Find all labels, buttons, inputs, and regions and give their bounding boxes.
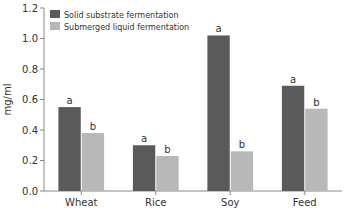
bar — [156, 156, 178, 191]
x-tick — [81, 191, 82, 195]
y-tick — [40, 99, 44, 100]
x-tick-label: Wheat — [65, 197, 98, 208]
x-tick — [155, 191, 156, 195]
x-tick — [304, 191, 305, 195]
legend-swatch — [50, 22, 60, 30]
y-tick-label: 0.8 — [22, 64, 38, 75]
bar — [231, 151, 253, 191]
annotations: a a a a b b b b — [67, 23, 320, 154]
legend-item: Solid substrate fermentation — [50, 10, 179, 20]
y-tick — [40, 38, 44, 39]
bar — [133, 145, 155, 191]
y-axis-label: mg/ml — [2, 84, 13, 116]
bar-annotation: b — [313, 97, 319, 108]
bar-annotation: b — [239, 139, 245, 150]
y-tick-label: 0.6 — [22, 94, 38, 105]
y-tick-label: 0.4 — [22, 125, 38, 136]
bar — [305, 109, 327, 191]
bar-annotation: b — [90, 121, 96, 132]
x-tick — [230, 191, 231, 195]
bar — [207, 35, 229, 191]
chart-container: 0.0 0.2 0.4 0.6 0.8 1.0 1.2 mg/ml Wheat Rice Soy Fe… — [0, 0, 350, 213]
x-tick-label: Rice — [145, 197, 166, 208]
y-tick-label: 1.0 — [22, 33, 38, 44]
bar-annotation: a — [141, 133, 147, 144]
y-tick — [40, 8, 44, 9]
y-tick — [40, 130, 44, 131]
legend-swatch — [50, 10, 60, 18]
bar — [282, 86, 304, 191]
y-tick — [40, 191, 44, 192]
y-tick — [40, 160, 44, 161]
bar-annotation: b — [164, 144, 170, 155]
y-tick-label: 0.2 — [22, 155, 38, 166]
legend-label: Submerged liquid fermentation — [64, 23, 189, 32]
bar — [82, 133, 104, 191]
y-tick-label: 1.2 — [22, 3, 38, 14]
legend-label: Solid substrate fermentation — [64, 11, 179, 20]
x-tick-label: Feed — [293, 197, 317, 208]
bar-annotation: a — [67, 95, 73, 106]
bars — [58, 35, 327, 191]
y-axis — [44, 8, 45, 191]
legend-item: Submerged liquid fermentation — [50, 22, 189, 32]
legend: Solid substrate fermentation Submerged li… — [50, 10, 189, 32]
chart: 0.0 0.2 0.4 0.6 0.8 1.0 1.2 mg/ml Wheat Rice Soy Fe… — [0, 0, 350, 213]
bar — [58, 107, 80, 191]
bar-annotation: a — [216, 23, 222, 34]
y-tick — [40, 69, 44, 70]
y-tick-label: 0.0 — [22, 186, 38, 197]
x-tick-label: Soy — [221, 197, 239, 208]
bar-annotation: a — [290, 74, 296, 85]
